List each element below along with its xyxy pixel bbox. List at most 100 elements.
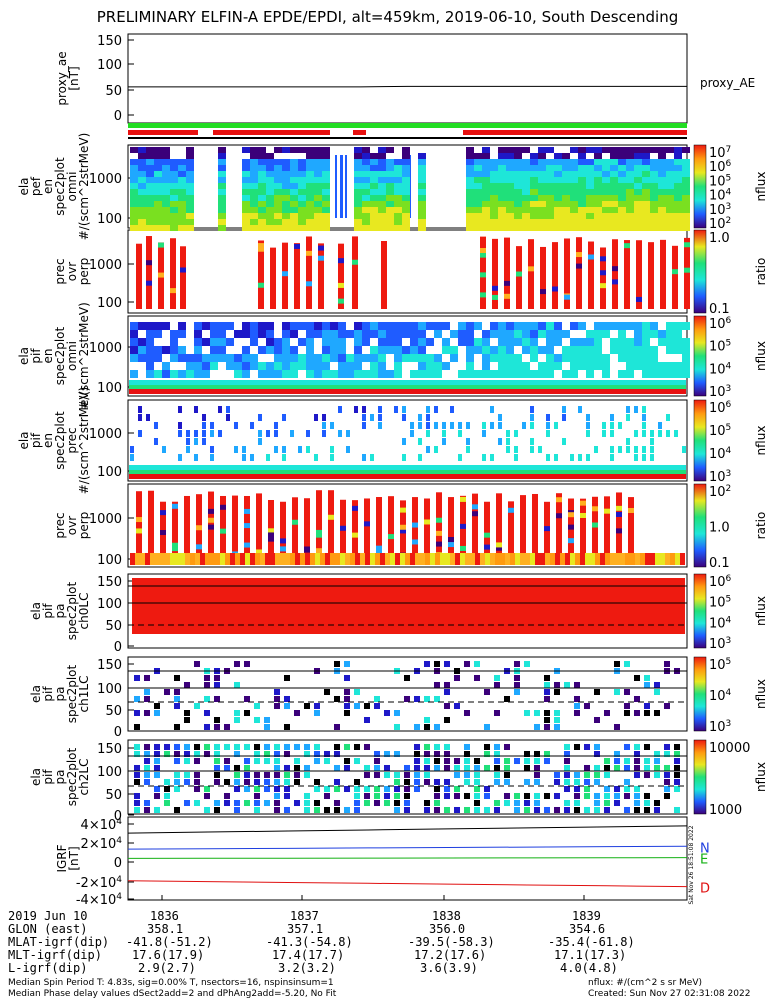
heatmap-cell <box>474 195 482 201</box>
heatmap-cell <box>618 346 626 354</box>
heatmap-cell <box>562 183 570 189</box>
ratio-column <box>180 246 186 309</box>
ratio-cell <box>256 549 262 555</box>
heatmap-cell <box>494 800 500 806</box>
heatmap-cell <box>322 338 330 346</box>
heatmap-cell <box>338 338 346 346</box>
heatmap-cell <box>362 165 370 171</box>
heatmap-cell <box>546 201 554 207</box>
heatmap-cell <box>154 751 160 757</box>
heatmap-cell <box>594 171 602 177</box>
heatmap-cell <box>154 703 160 709</box>
heatmap-cell <box>626 147 634 153</box>
heatmap-cell <box>586 183 594 189</box>
heatmap-cell <box>418 183 426 189</box>
heatmap-cell <box>562 370 570 378</box>
heatmap-cell <box>666 171 674 177</box>
heatmap-cell <box>522 225 530 231</box>
heatmap-cell <box>534 772 540 778</box>
heatmap-cell <box>374 765 380 771</box>
ratio-cell <box>136 517 142 523</box>
ratio-cell <box>282 271 288 277</box>
ratio-row-cell <box>535 553 540 565</box>
heatmap-cell <box>266 171 274 177</box>
heatmap-cell <box>610 153 618 159</box>
heatmap-cell <box>378 201 386 207</box>
heatmap-cell <box>498 207 506 213</box>
ratio-column <box>516 246 522 309</box>
heatmap-cell <box>506 346 514 354</box>
heatmap-cell <box>658 147 666 153</box>
heatmap-cell <box>474 201 482 207</box>
band-red <box>129 389 686 394</box>
heatmap-cell <box>378 225 386 231</box>
heatmap-cell <box>146 171 154 177</box>
heatmap-cell <box>174 703 180 709</box>
heatmap-cell <box>574 696 580 702</box>
heatmap-cell <box>178 213 186 219</box>
heatmap-cell <box>290 165 298 171</box>
ratio-row-cell <box>320 553 325 565</box>
heatmap-cell <box>530 201 538 207</box>
heatmap-cell <box>378 322 386 330</box>
heatmap-cell <box>484 765 490 771</box>
ratio-row-cell <box>590 553 595 565</box>
heatmap-cell <box>562 195 570 201</box>
heatmap-cell <box>594 446 598 453</box>
heatmap-cell <box>570 370 578 378</box>
heatmap-cell <box>626 207 634 213</box>
heatmap-cell <box>474 219 482 225</box>
ratio-cell <box>258 246 264 252</box>
heatmap-cell <box>254 793 260 799</box>
heatmap-cell <box>266 177 274 183</box>
heatmap-cell <box>594 751 600 757</box>
heatmap-cell <box>682 225 690 231</box>
ytick-8-3: 0 <box>114 809 122 824</box>
heatmap-cell <box>654 751 660 757</box>
ratio-cell <box>436 541 442 547</box>
heatmap-cell <box>618 213 626 219</box>
ylabel-3-3: spec2plot <box>53 326 67 385</box>
heatmap-cell <box>482 330 490 338</box>
heatmap-cell <box>564 786 570 792</box>
heatmap-cell <box>474 772 480 778</box>
heatmap-cell <box>250 153 258 159</box>
heatmap-cell <box>464 758 470 764</box>
heatmap-cell <box>244 661 250 667</box>
ratio-cell <box>294 243 300 249</box>
heatmap-cell <box>634 446 638 453</box>
heatmap-cell <box>538 171 546 177</box>
ratio-column <box>532 493 538 563</box>
timestamp-sidenote: Sat Nov 26 18:51:08 2022 <box>688 825 695 904</box>
heatmap-cell <box>282 219 290 225</box>
colorbar-tick-5-1: 1.0 <box>709 521 730 536</box>
heatmap-cell <box>258 159 266 165</box>
heatmap-cell <box>498 362 506 370</box>
ratio-cell <box>136 528 142 534</box>
ratio-cell <box>460 496 466 502</box>
heatmap-cell <box>138 183 146 189</box>
heatmap-cell <box>402 159 410 165</box>
heatmap-cell <box>146 225 154 231</box>
heatmap-cell <box>362 171 370 177</box>
heatmap-cell <box>650 225 658 231</box>
heatmap-cell <box>194 430 198 437</box>
heatmap-cell <box>370 165 378 171</box>
heatmap-cell <box>418 195 426 201</box>
heatmap-cell <box>178 354 186 362</box>
ratio-column <box>316 490 322 563</box>
heatmap-cell <box>322 354 330 362</box>
heatmap-cell <box>650 195 658 201</box>
heatmap-cell <box>294 779 300 785</box>
ylabel-8-2: pa <box>53 770 67 785</box>
heatmap-cell <box>666 165 674 171</box>
heatmap-cell <box>650 159 658 165</box>
colorbar-tick-6-3: 103 <box>709 636 731 652</box>
ratio-row-cell <box>445 553 450 565</box>
heatmap-cell <box>474 779 480 785</box>
heatmap-cell <box>274 219 282 225</box>
heatmap-cell <box>464 751 470 757</box>
heatmap-cell <box>418 219 426 225</box>
heatmap-cell <box>650 189 658 195</box>
heatmap-cell <box>274 696 280 702</box>
